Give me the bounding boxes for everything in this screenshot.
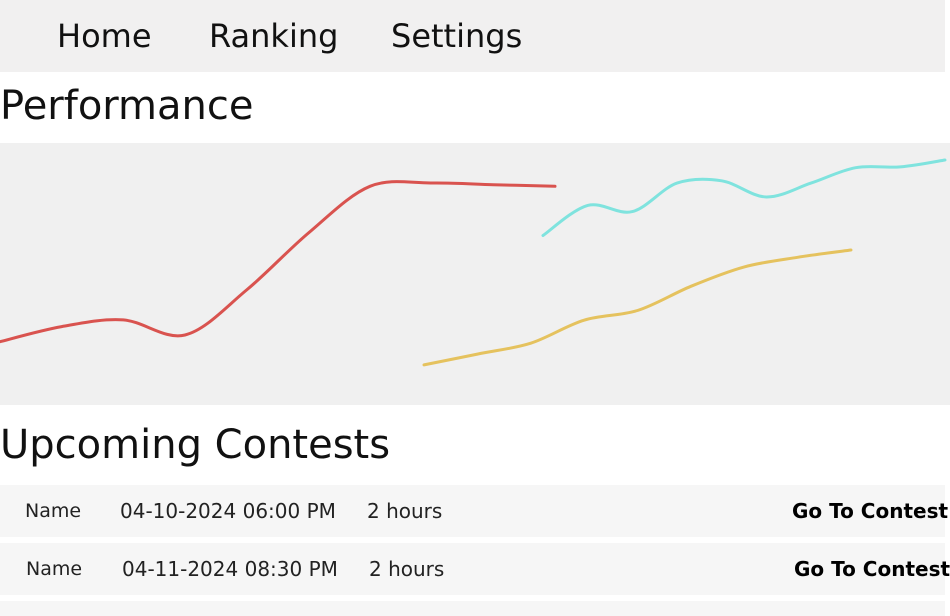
- performance-chart-svg: [0, 158, 947, 367]
- contest-name: Name: [25, 500, 82, 522]
- contest-duration: 2 hours: [369, 557, 445, 581]
- contest-row: Name 04-10-2024 06:00 PM 2 hours Go To C…: [0, 485, 949, 537]
- performance-chart: [0, 143, 950, 405]
- performance-series-line-2: [541, 158, 947, 237]
- contest-row: Name 04-11-2024 08:30 PM 2 hours Go To C…: [0, 543, 950, 595]
- top-nav: Home Ranking Settings: [0, 0, 945, 72]
- contest-name: Name: [26, 558, 83, 580]
- performance-series-line-3: [422, 248, 853, 367]
- upcoming-contests-title: Upcoming Contests: [0, 422, 391, 468]
- performance-series-line-1: [0, 180, 557, 344]
- nav-item-ranking[interactable]: Ranking: [209, 17, 339, 55]
- contest-duration: 2 hours: [367, 499, 443, 523]
- nav-item-home[interactable]: Home: [57, 17, 152, 55]
- performance-title: Performance: [0, 83, 254, 129]
- contest-date: 04-11-2024 08:30 PM: [122, 557, 338, 581]
- contest-date: 04-10-2024 06:00 PM: [120, 499, 336, 523]
- nav-item-settings[interactable]: Settings: [391, 17, 523, 55]
- go-to-contest-button[interactable]: Go To Contest: [792, 499, 949, 523]
- contest-row-partial: [0, 601, 945, 616]
- go-to-contest-button[interactable]: Go To Contest: [794, 557, 950, 581]
